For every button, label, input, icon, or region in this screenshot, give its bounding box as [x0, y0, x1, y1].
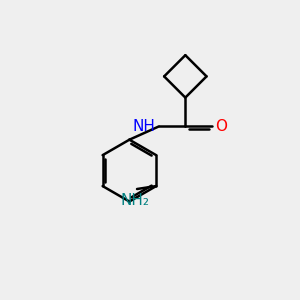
Text: NH: NH — [132, 119, 155, 134]
Text: NH₂: NH₂ — [120, 194, 149, 208]
Text: O: O — [215, 119, 227, 134]
